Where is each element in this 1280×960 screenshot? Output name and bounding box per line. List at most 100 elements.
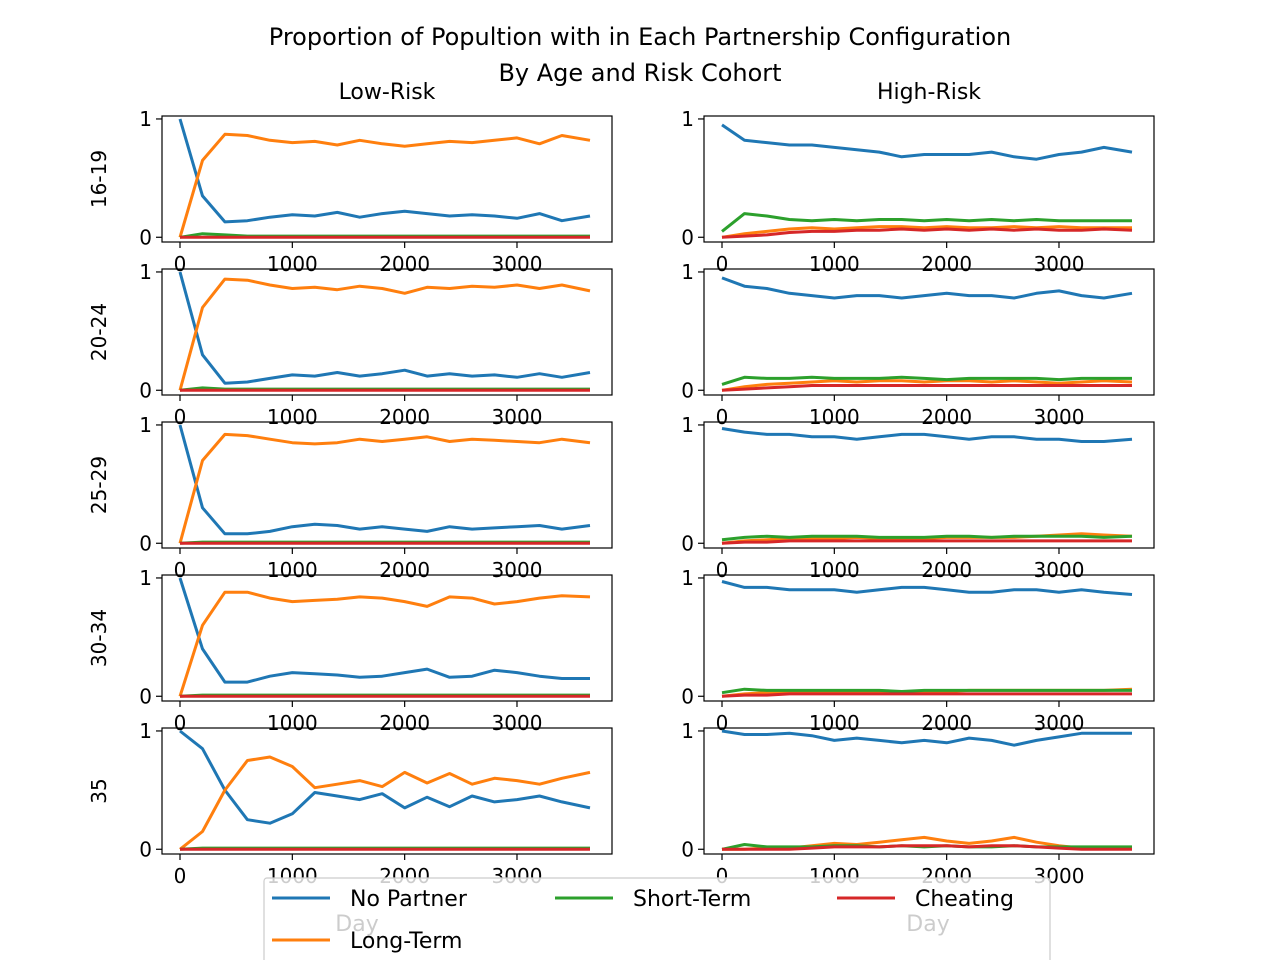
series-line-cheating-high-risk-16-19	[721, 227, 1133, 239]
series-line-no-partner-low-risk-16-19	[178, 118, 591, 224]
y-tick-label: 1	[681, 566, 694, 590]
series-line-no-partner-high-risk-35	[721, 729, 1132, 747]
axes-frame	[161, 727, 613, 855]
x-tick-label: 3000	[492, 558, 543, 582]
legend-item-long-term: Long-Term	[272, 929, 462, 954]
x-tick-label: 2000	[379, 711, 430, 735]
y-tick-label: 1	[139, 566, 152, 590]
y-tick-label: 1	[681, 260, 694, 284]
y-tick-label: 1	[139, 107, 152, 131]
x-tick-label: 0	[716, 405, 729, 429]
series-line-no-partner-high-risk-16-19	[721, 123, 1133, 161]
x-tick-label: 1000	[267, 711, 318, 735]
series-line-no-partner-low-risk-35	[179, 729, 591, 825]
series-line-no-partner-low-risk-25-29	[178, 424, 591, 536]
series-line-cheating-high-risk-35	[722, 844, 1132, 851]
axes-frame	[161, 421, 613, 549]
legend-item-cheating: Cheating	[837, 887, 1014, 912]
x-tick-label: 2000	[921, 558, 972, 582]
subplot-low-risk-25-29: 0 1 0 1000 2000 3000 25-29	[87, 413, 613, 582]
x-tick-label: 0	[174, 405, 187, 429]
subplot-high-risk-35: 010 1000 2000 3000	[681, 719, 1155, 888]
y-tick-label: 0	[681, 837, 694, 861]
axes-frame	[703, 115, 1155, 243]
subplot-low-risk-16-19: 0 1 0 1000 2000 3000 16-19	[87, 107, 613, 276]
y-tick-label: 1	[681, 413, 694, 437]
x-tick-label: 0	[716, 252, 729, 276]
series-line-long-term-low-risk-35	[179, 755, 591, 851]
column-header-high-risk: High-Risk	[877, 80, 981, 105]
legend-label: Short-Term	[633, 887, 751, 912]
legend-label: No Partner	[350, 887, 468, 912]
x-tick-label: 3000	[1034, 405, 1085, 429]
row-label-20-24: 20-24	[87, 303, 111, 361]
x-tick-label: 3000	[1034, 558, 1085, 582]
subplot-high-risk-16-19: 0 1 0 1000 2000 3000	[681, 107, 1155, 276]
axes-frame	[703, 727, 1155, 855]
x-tick-label: 2000	[379, 558, 430, 582]
row-label-16-19: 16-19	[87, 150, 111, 208]
subplot-high-risk-25-29: 0 1 0 1000 2000 3000	[681, 413, 1155, 582]
x-tick-label: 3000	[1034, 711, 1085, 735]
series-line-long-term-high-risk-16-19	[721, 225, 1132, 239]
y-tick-label: 1	[139, 719, 152, 743]
x-tick-label: 2000	[379, 252, 430, 276]
axes-frame	[161, 268, 613, 396]
x-tick-label: 0	[716, 558, 729, 582]
series-line-long-term-low-risk-20-24	[178, 277, 591, 391]
x-tick-label: 3000	[492, 252, 543, 276]
legend-item-no-partner: No Partner	[272, 887, 468, 912]
series-line-no-partner-low-risk-20-24	[178, 271, 591, 385]
x-tick-label: 1000	[809, 711, 860, 735]
y-tick-label: 0	[681, 531, 694, 555]
y-tick-label: 0	[681, 225, 694, 249]
series-line-short-term-high-risk-30-34	[721, 687, 1132, 695]
x-tick-label: 0	[174, 711, 187, 735]
axes-frame	[703, 268, 1155, 396]
series-line-long-term-high-risk-20-24	[721, 379, 1133, 392]
x-tick-label: 2000	[379, 405, 430, 429]
series-line-no-partner-high-risk-20-24	[721, 276, 1133, 300]
series-line-long-term-low-risk-16-19	[178, 132, 591, 238]
y-tick-label: 1	[139, 260, 152, 284]
y-tick-label: 1	[681, 719, 694, 743]
x-tick-label: 1000	[267, 558, 318, 582]
subplot-low-risk-20-24: 0 1 0 1000 2000 3000 20-24	[87, 260, 613, 429]
legend-item-short-term: Short-Term	[555, 887, 751, 912]
series-line-long-term-low-risk-25-29	[178, 432, 591, 544]
series-line-short-term-high-risk-16-19	[721, 212, 1132, 233]
row-label-25-29: 25-29	[87, 456, 111, 514]
figure-title-line2: By Age and Risk Cohort	[498, 59, 781, 87]
x-tick-label: 1000	[267, 405, 318, 429]
subplot-low-risk-30-34: 0 1 0 1000 2000 3000 30-34	[87, 566, 613, 735]
series-line-cheating-high-risk-30-34	[721, 692, 1132, 698]
y-tick-label: 0	[139, 378, 152, 402]
subplot-high-risk-20-24: 0 1 0 1000 2000 3000	[681, 260, 1155, 429]
x-tick-label: 3000	[492, 711, 543, 735]
series-line-no-partner-high-risk-25-29	[721, 427, 1133, 443]
series-line-cheating-high-risk-25-29	[721, 539, 1132, 545]
legend-label: Cheating	[915, 887, 1014, 912]
x-tick-label: 2000	[921, 252, 972, 276]
axes-frame	[703, 421, 1155, 549]
x-tick-label: 1000	[809, 405, 860, 429]
x-tick-label: 0	[174, 558, 187, 582]
subplot-high-risk-30-34: 0 1 0 1000 2000 3000	[681, 566, 1155, 735]
figure-title-line1: Proportion of Popultion with in Each Par…	[269, 23, 1011, 51]
x-tick-label: 3000	[492, 405, 543, 429]
series-line-no-partner-low-risk-30-34	[178, 577, 590, 684]
x-tick-label: 0	[174, 252, 187, 276]
axes-frame	[161, 574, 613, 702]
y-tick-label: 1	[681, 107, 694, 131]
y-tick-label: 0	[139, 837, 152, 861]
x-tick-label: 1000	[809, 558, 860, 582]
series-line-no-partner-high-risk-30-34	[721, 580, 1133, 596]
x-tick-label: 1000	[267, 252, 318, 276]
series-line-cheating-high-risk-20-24	[721, 384, 1132, 392]
x-tick-label: 1000	[809, 252, 860, 276]
x-tick-label: 2000	[921, 711, 972, 735]
y-tick-label: 1	[139, 413, 152, 437]
